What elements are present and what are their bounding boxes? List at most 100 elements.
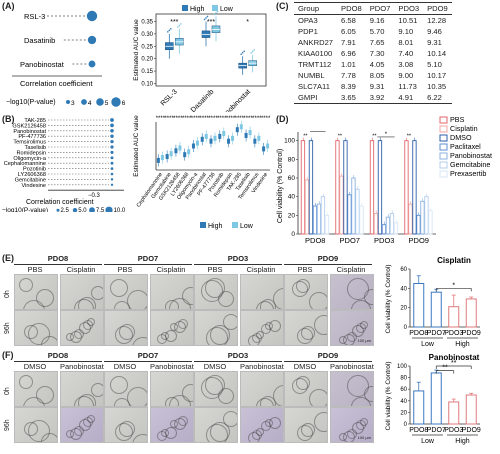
size-legend-dot: [56, 208, 60, 212]
y-tick-label: 0.20: [141, 57, 153, 63]
box-body: [169, 151, 173, 157]
bar: [351, 177, 356, 235]
size-legend-value: 4: [88, 100, 92, 107]
condition-label: Panobinostat: [60, 362, 104, 371]
box-body: [200, 136, 204, 142]
table-cell: 5.70: [369, 27, 385, 36]
panel-b-dotplot: TAK-285GSK2126458PanobinostatPF-477736Te…: [2, 118, 126, 212]
y-axis-label: Cell viability (% Control): [385, 362, 392, 431]
legend-swatch: [439, 116, 448, 124]
micrograph-image: [104, 407, 148, 443]
drug-label: Gemcitabine: [15, 177, 46, 183]
x-axis-label: Correlation coefficient: [20, 79, 93, 88]
organoid-shape: [78, 297, 96, 309]
x-tick-label: PDO8: [409, 427, 428, 434]
organoid-shape: [119, 421, 135, 437]
legend-label-low: Low: [220, 6, 234, 13]
micrograph-image: [240, 371, 284, 407]
scale-bar-label: 100 μm: [357, 435, 371, 440]
organoid-shape: [87, 318, 95, 326]
table-cell: 6.96: [341, 49, 356, 58]
table-cell: 5.10: [427, 60, 442, 69]
data-point: [110, 178, 114, 181]
table-cell: ANKRD27: [298, 38, 334, 47]
outlier-point: [177, 26, 179, 28]
x-tick-label: Dasatinib: [190, 88, 216, 112]
organoid-shape: [260, 396, 276, 406]
legend-swatch: [439, 125, 448, 133]
organoid-shape: [218, 388, 234, 404]
micrograph-image: [104, 371, 148, 407]
pdo-underline: [284, 264, 372, 265]
y-tick-label: 0.15: [141, 69, 153, 75]
table-cell: 6.05: [341, 27, 356, 36]
box-body: [244, 132, 248, 138]
table-cell: 8.05: [369, 71, 385, 80]
significance-mark: ****: [252, 116, 262, 122]
x-tick-label: PDO7: [427, 330, 446, 337]
data-point: [110, 167, 114, 170]
organoid-shape: [205, 375, 225, 395]
micrograph-image: [284, 407, 328, 443]
bar: [355, 188, 360, 235]
pdo-underline: [104, 361, 192, 362]
bar: [308, 140, 314, 235]
y-axis-label: Estimated AUC value: [133, 115, 140, 177]
pdo-underline: [14, 361, 102, 362]
organoid-shape: [165, 427, 177, 439]
micrograph-image: 100 μm: [330, 310, 374, 346]
micrograph-image: [104, 274, 148, 310]
bar: [465, 298, 477, 328]
box-body: [165, 154, 169, 160]
pdo-underline: [284, 361, 372, 362]
legend-label: PBS: [450, 115, 465, 124]
bar: [320, 196, 326, 235]
box-body: [266, 143, 270, 149]
box-body: [178, 145, 182, 151]
organoid-shape: [273, 288, 283, 309]
table-cell: 8.39: [341, 82, 356, 91]
organoid-shape: [205, 278, 225, 298]
micrograph-image: [330, 274, 374, 310]
data-point: [110, 183, 114, 186]
bar: [408, 203, 413, 235]
bar: [424, 196, 429, 235]
x-tick-label: PDO9: [409, 236, 429, 245]
bar: [412, 140, 417, 235]
condition-label: PBS: [207, 265, 223, 274]
y-tick-label: 60: [400, 387, 407, 393]
drug-label: Panobinostat: [13, 129, 46, 135]
time-row-label: 96h: [4, 419, 11, 431]
y-axis-label: Cell viability (% Control): [385, 265, 392, 334]
organoid-shape: [132, 434, 147, 442]
organoid-shape: [78, 394, 96, 406]
micrograph-image: [284, 274, 328, 310]
outlier-point: [241, 51, 244, 54]
table-cell: 7.30: [369, 49, 385, 58]
significance-mark: ****: [200, 116, 210, 122]
drug-label: LY2606368: [18, 172, 46, 178]
table-header: PDO9: [423, 2, 452, 15]
x-tick-label: PDO8: [409, 330, 428, 337]
organoid-shape: [256, 331, 264, 339]
table-cell: 10.17: [427, 71, 447, 80]
legend-label: Cisplatin: [450, 124, 478, 133]
drug-label: Dasatinib: [24, 36, 55, 45]
pdo-header: PDO9: [317, 351, 339, 360]
drug-label: Romidepsin: [16, 150, 46, 156]
bar: [300, 140, 306, 235]
significance-mark: ****: [173, 116, 183, 122]
table-cell: 9.10: [398, 27, 414, 36]
data-point: [110, 150, 114, 154]
bar: [416, 214, 421, 235]
bar: [335, 140, 340, 235]
organoid-shape: [110, 376, 128, 394]
outlier-point: [203, 18, 206, 21]
box-body: [262, 146, 266, 152]
drug-label: Pozotinib: [23, 167, 46, 173]
size-legend-dot: [81, 99, 87, 105]
pdo-header: PDO7: [137, 351, 159, 360]
panel-f-barchart: Panobinostat 0 20 40 60 80 100 Cell viability (…: [385, 353, 481, 445]
bar: [448, 401, 460, 425]
micrograph-image: [150, 371, 194, 407]
